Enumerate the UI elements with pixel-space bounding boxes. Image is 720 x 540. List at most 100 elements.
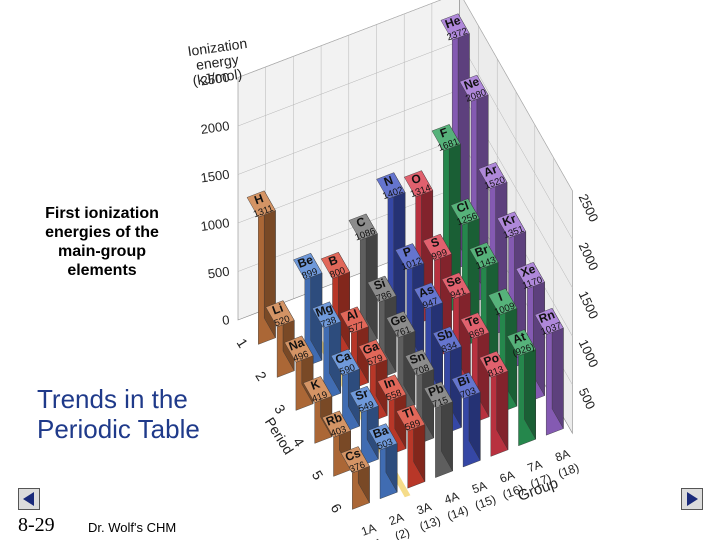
element-symbol-label: Xe <box>519 262 538 280</box>
group-tick-label: 8A <box>553 446 572 464</box>
element-symbol-label: As <box>416 282 436 301</box>
element-value-label: 496 <box>292 349 311 365</box>
bar-top-face <box>431 124 461 151</box>
element-symbol-label: Rn <box>537 307 557 326</box>
bar-top-face <box>377 374 407 402</box>
z-tick-label: 0 <box>221 312 230 328</box>
bar-top-face <box>506 329 536 357</box>
group-tick-label: (1) <box>365 536 384 540</box>
element-value-label: 520 <box>273 314 292 330</box>
element-value-label: 715 <box>431 395 450 411</box>
element-symbol-label: F <box>438 125 450 141</box>
element-symbol-label: Cs <box>343 446 363 465</box>
element-value-label: 376 <box>348 459 367 475</box>
period-tick-label: 1 <box>234 336 252 351</box>
element-value-label: 738 <box>319 315 338 331</box>
bar-top-face <box>432 326 462 354</box>
element-symbol-label: Ga <box>361 339 381 358</box>
right-axis-tick-label: 2500 <box>576 192 602 225</box>
bar-top-face <box>396 404 426 432</box>
element-symbol-label: Br <box>473 242 491 260</box>
period-tick-label: 6 <box>328 501 346 516</box>
element-symbol-label: Tl <box>401 405 416 422</box>
element-symbol-label: Ar <box>482 162 500 180</box>
bar-top-face <box>265 300 295 328</box>
element-value-label: 403 <box>329 424 348 440</box>
element-value-label: 834 <box>440 340 459 356</box>
bar-top-face <box>441 272 471 300</box>
element-symbol-label: Po <box>482 350 501 368</box>
previous-slide-button[interactable] <box>18 488 40 510</box>
bar-top-face <box>440 13 470 41</box>
bar-element-at: At(926) <box>506 328 536 447</box>
group-tick-label: 7A <box>526 457 545 475</box>
element-value-label: 549 <box>357 399 376 415</box>
bar-top-face <box>450 198 480 226</box>
element-symbol-label: Sb <box>435 326 454 344</box>
element-value-label: 899 <box>301 266 320 282</box>
group-tick-label: (2) <box>393 525 412 540</box>
right-axis-tick-label: 1000 <box>576 337 602 370</box>
bar-top-face <box>413 282 443 310</box>
bar-top-face <box>488 288 518 316</box>
element-symbol-label: Sr <box>353 386 370 404</box>
group-tick-label: 2A <box>387 510 406 528</box>
element-symbol-label: Al <box>344 307 360 324</box>
group-tick-label: (16) <box>501 481 526 501</box>
right-axis-tick-label: 2000 <box>576 240 602 273</box>
triangle-left-icon <box>23 492 34 506</box>
bar-top-face <box>478 162 508 189</box>
element-symbol-label: Li <box>270 301 285 318</box>
group-tick-label: (18) <box>556 460 581 480</box>
element-value-label: 590 <box>338 362 357 378</box>
bar-top-face <box>330 348 360 376</box>
bar-top-face <box>515 262 545 289</box>
bar-top-face <box>246 190 276 218</box>
bar-top-face <box>497 211 527 239</box>
next-slide-button[interactable] <box>681 488 703 510</box>
element-symbol-label: Cl <box>455 198 471 215</box>
bar-top-face <box>376 172 406 200</box>
bar-top-face <box>404 170 434 198</box>
group-tick-label: 4A <box>442 489 461 507</box>
bar-top-face <box>479 350 509 378</box>
slide-title-line-2: Periodic Table <box>37 414 200 444</box>
element-value-label: 869 <box>468 326 487 342</box>
bar-top-face <box>358 339 388 367</box>
element-symbol-label: Ge <box>388 310 408 329</box>
element-symbol-label: In <box>382 375 397 392</box>
caption-line-2: energies of the <box>45 224 159 241</box>
element-value-label: 800 <box>328 265 347 281</box>
element-symbol-label: Mg <box>314 301 335 320</box>
z-tick-label: 500 <box>207 264 231 282</box>
bar-top-face <box>469 242 499 270</box>
element-symbol-label: Ca <box>333 348 353 367</box>
bar-top-face <box>534 307 564 335</box>
group-tick-label: 3A <box>415 499 434 517</box>
z-tick-label: 2000 <box>200 118 231 137</box>
bar-top-face <box>460 312 490 340</box>
bar-top-face <box>321 410 351 438</box>
group-tick-label: (14) <box>445 503 470 523</box>
bar-top-face <box>284 335 314 363</box>
caption-line-3: main-group <box>58 243 146 260</box>
bar-top-face <box>386 311 416 339</box>
slide-title: Trends in the Periodic Table <box>37 384 257 444</box>
element-value-label: 419 <box>310 389 329 405</box>
element-value-label: 589 <box>403 418 422 434</box>
period-tick-label: 2 <box>252 369 270 384</box>
element-value-label: 503 <box>376 437 395 453</box>
bar-top-face <box>312 301 342 329</box>
bar-top-face <box>339 306 369 334</box>
right-axis-tick-label: 500 <box>576 386 599 412</box>
element-symbol-label: O <box>409 171 423 187</box>
element-value-label: 813 <box>487 364 506 380</box>
